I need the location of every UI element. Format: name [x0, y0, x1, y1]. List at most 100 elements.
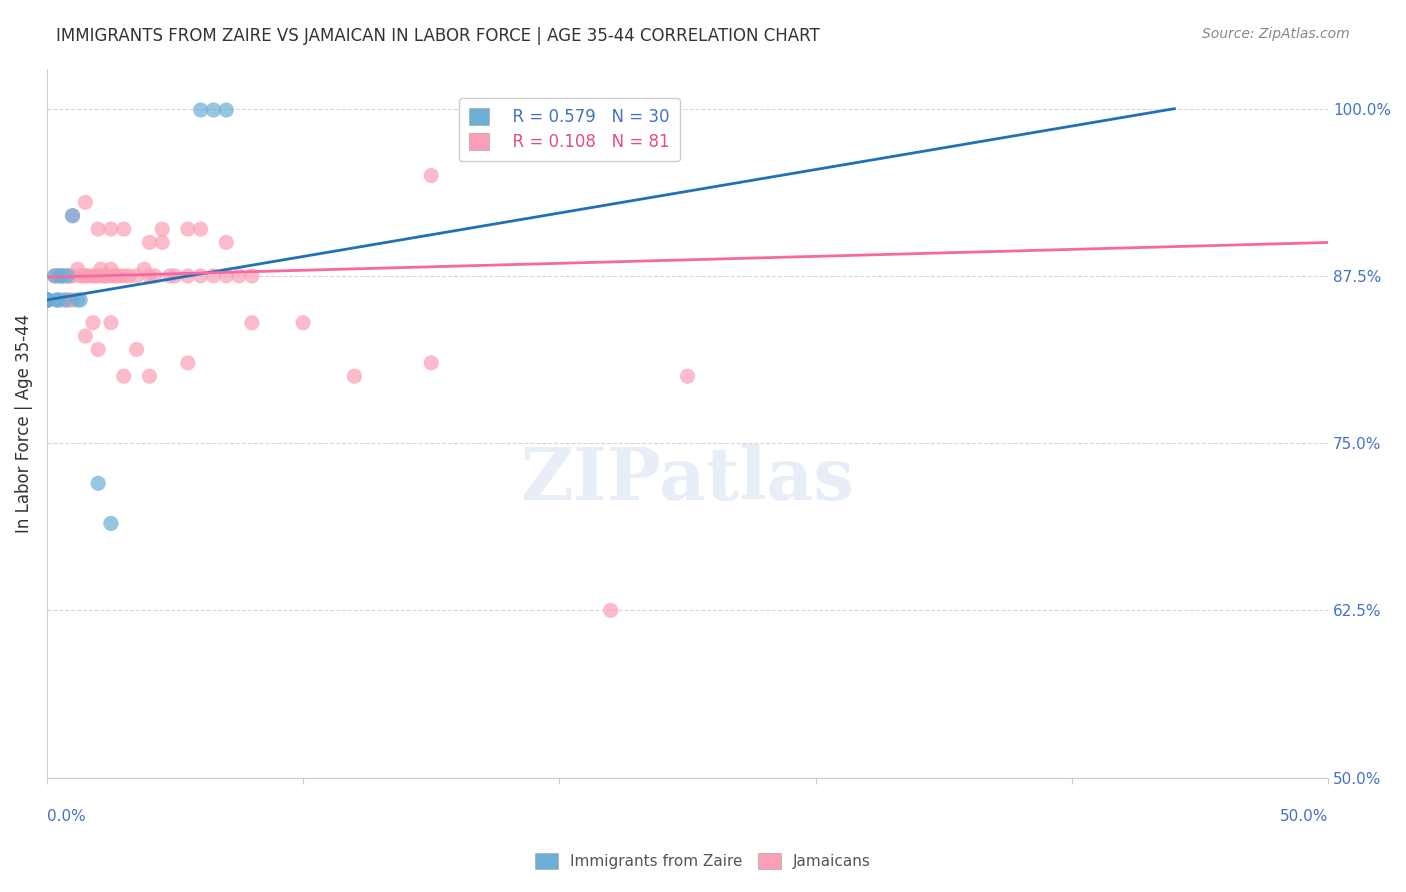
Point	[91, 268, 114, 283]
Point	[150, 222, 173, 236]
Point	[66, 293, 89, 307]
Text: 50.0%: 50.0%	[1279, 809, 1329, 824]
Point	[35, 293, 58, 307]
Point	[48, 268, 70, 283]
Point	[77, 268, 100, 283]
Point	[177, 356, 200, 370]
Point	[215, 103, 238, 117]
Point	[62, 209, 84, 223]
Point	[215, 235, 238, 250]
Point	[35, 293, 58, 307]
Point	[215, 268, 238, 283]
Point	[150, 235, 173, 250]
Point	[35, 293, 58, 307]
Point	[59, 293, 82, 307]
Point	[100, 316, 122, 330]
Point	[190, 268, 212, 283]
Point	[177, 222, 200, 236]
Point	[35, 293, 58, 307]
Point	[240, 316, 263, 330]
Point	[48, 293, 70, 307]
Point	[35, 293, 58, 307]
Point	[75, 268, 97, 283]
Point	[103, 268, 125, 283]
Point	[97, 268, 120, 283]
Point	[35, 293, 58, 307]
Point	[75, 195, 97, 210]
Point	[56, 268, 79, 283]
Point	[240, 268, 263, 283]
Point	[35, 293, 58, 307]
Point	[134, 262, 156, 277]
Point	[82, 268, 104, 283]
Point	[35, 293, 58, 307]
Point	[35, 293, 58, 307]
Point	[62, 209, 84, 223]
Point	[62, 268, 84, 283]
Point	[35, 293, 58, 307]
Point	[69, 293, 91, 307]
Point	[44, 268, 66, 283]
Y-axis label: In Labor Force | Age 35-44: In Labor Force | Age 35-44	[15, 313, 32, 533]
Point	[87, 222, 110, 236]
Point	[35, 293, 58, 307]
Point	[125, 343, 148, 357]
Point	[35, 293, 58, 307]
Legend: Immigrants from Zaire, Jamaicans: Immigrants from Zaire, Jamaicans	[529, 847, 877, 875]
Point	[143, 268, 166, 283]
Point	[75, 329, 97, 343]
Point	[59, 268, 82, 283]
Point	[190, 222, 212, 236]
Point	[69, 268, 91, 283]
Point	[420, 356, 443, 370]
Point	[107, 268, 129, 283]
Point	[138, 369, 160, 384]
Point	[138, 268, 160, 283]
Point	[87, 476, 110, 491]
Point	[138, 235, 160, 250]
Point	[82, 316, 104, 330]
Point	[84, 268, 107, 283]
Point	[35, 293, 58, 307]
Point	[292, 316, 315, 330]
Point	[35, 293, 58, 307]
Point	[35, 293, 58, 307]
Point	[35, 293, 58, 307]
Point	[35, 293, 58, 307]
Point	[87, 268, 110, 283]
Point	[44, 268, 66, 283]
Point	[48, 268, 70, 283]
Point	[177, 268, 200, 283]
Point	[228, 268, 250, 283]
Point	[100, 262, 122, 277]
Point	[112, 369, 135, 384]
Point	[35, 293, 58, 307]
Point	[35, 293, 58, 307]
Point	[66, 262, 89, 277]
Point	[105, 268, 128, 283]
Point	[599, 603, 621, 617]
Point	[163, 268, 186, 283]
Point	[343, 369, 366, 384]
Point	[112, 222, 135, 236]
Point	[90, 262, 112, 277]
Point	[159, 268, 181, 283]
Point	[53, 268, 76, 283]
Point	[118, 268, 141, 283]
Point	[35, 293, 58, 307]
Text: 0.0%: 0.0%	[46, 809, 86, 824]
Point	[35, 293, 58, 307]
Point	[46, 293, 69, 307]
Point	[35, 293, 58, 307]
Text: Source: ZipAtlas.com: Source: ZipAtlas.com	[1202, 27, 1350, 41]
Point	[46, 293, 69, 307]
Point	[420, 169, 443, 183]
Point	[53, 293, 76, 307]
Point	[676, 369, 699, 384]
Point	[202, 268, 225, 283]
Point	[125, 268, 148, 283]
Point	[87, 343, 110, 357]
Point	[56, 293, 79, 307]
Text: IMMIGRANTS FROM ZAIRE VS JAMAICAN IN LABOR FORCE | AGE 35-44 CORRELATION CHART: IMMIGRANTS FROM ZAIRE VS JAMAICAN IN LAB…	[56, 27, 820, 45]
Text: ZIPatlas: ZIPatlas	[520, 444, 855, 516]
